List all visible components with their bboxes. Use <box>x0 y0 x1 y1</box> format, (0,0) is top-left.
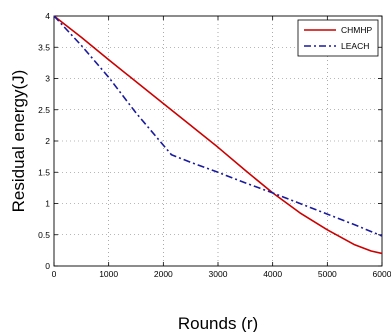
y-tick-label: 0.5 <box>38 230 50 240</box>
y-tick-label: 2 <box>45 136 50 146</box>
ticks: 0 1000 2000 3000 4000 5000 6000 0 0.5 1 1.5 2 2.5 3 3.… <box>38 11 391 279</box>
legend-label-leach: LEACH <box>341 41 369 51</box>
y-tick-label: 0 <box>45 261 50 271</box>
y-tick-label: 3.5 <box>38 42 50 52</box>
y-tick-label: 1 <box>45 199 50 209</box>
x-axis-title: Rounds (r) <box>178 314 258 332</box>
x-tick-label: 5000 <box>318 269 337 279</box>
y-tick-label: 2.5 <box>38 105 50 115</box>
series-line-chmhp <box>53 15 383 255</box>
x-tick-label: 6000 <box>373 269 391 279</box>
legend-box <box>297 19 379 57</box>
y-axis-title: Residual energy(J) <box>9 70 28 213</box>
series-line-leach <box>53 15 383 237</box>
y-tick-label: 1.5 <box>38 167 50 177</box>
x-tick-label: 3000 <box>209 269 228 279</box>
legend: CHMHP LEACH <box>297 19 379 57</box>
x-tick-label: 4000 <box>263 269 282 279</box>
grid <box>54 16 382 266</box>
series-lines <box>53 15 383 255</box>
x-tick-label: 1000 <box>99 269 118 279</box>
y-tick-label: 3 <box>45 74 50 84</box>
x-tick-label: 2000 <box>154 269 173 279</box>
y-tick-label: 4 <box>45 11 50 21</box>
legend-label-chmhp: CHMHP <box>341 25 372 35</box>
x-tick-label: 0 <box>52 269 57 279</box>
